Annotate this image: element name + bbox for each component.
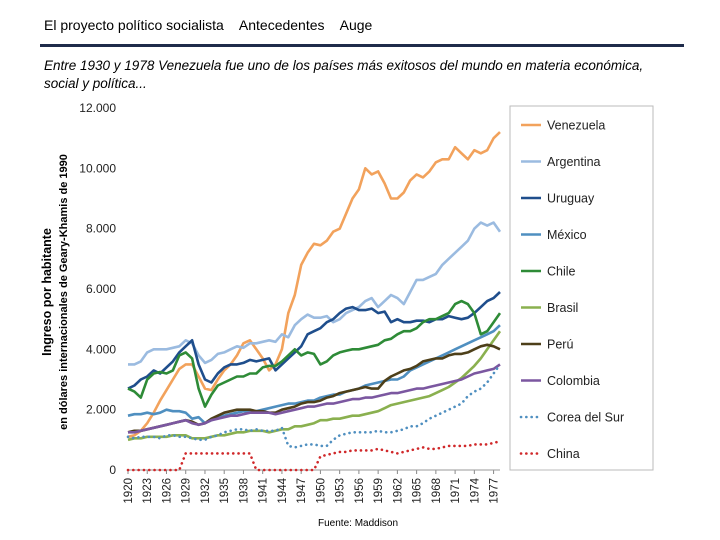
y-tick-label: 10.000 (79, 161, 116, 175)
x-tick-label: 1977 (489, 478, 501, 504)
legend-label: Corea del Sur (547, 411, 624, 425)
x-tick-label: 1923 (142, 478, 154, 504)
legend-label: México (547, 228, 587, 242)
x-tick-label: 1944 (277, 477, 289, 503)
x-tick-label: 1947 (296, 478, 308, 504)
legend-label: Brasil (547, 301, 578, 315)
source-note: Fuente: Maddison (318, 518, 399, 529)
y-tick-label: 4.000 (86, 342, 116, 356)
legend-label: China (547, 447, 580, 461)
series-line-colombia (128, 363, 501, 434)
legend-label: Perú (547, 338, 573, 352)
legend-label: Uruguay (547, 192, 595, 206)
legend: Venezuela Argentina Uruguay México Chile Bras… (509, 105, 654, 471)
x-tick-label: 1929 (181, 478, 193, 504)
intro-text: Entre 1930 y 1978 Venezuela fue uno de l… (44, 58, 644, 91)
x-tick-label: 1935 (219, 478, 231, 504)
x-tick-label: 1953 (335, 478, 347, 504)
nav-bar: El proyecto político socialista Antecede… (44, 17, 384, 33)
nav-item-proyecto[interactable]: El proyecto político socialista (44, 17, 224, 33)
legend-label: Argentina (547, 155, 601, 169)
x-tick-label: 1971 (450, 478, 462, 504)
y-tick-label: 8.000 (86, 222, 116, 236)
y-axis-label-line1: Ingreso por habitante (40, 228, 54, 356)
y-axis-label: Ingreso por habitante en dólares interna… (40, 154, 70, 430)
nav-item-auge[interactable]: Auge (339, 17, 373, 33)
nav-item-antecedentes[interactable]: Antecedentes (238, 17, 325, 33)
x-tick-label: 1941 (258, 478, 270, 504)
y-tick-label: 0 (109, 463, 116, 477)
x-tick-label: 1920 (123, 478, 135, 504)
header-rule (40, 44, 684, 47)
y-tick-label: 2.000 (86, 403, 116, 417)
x-tick-label: 1938 (238, 478, 250, 504)
x-tick-label: 1926 (161, 478, 173, 504)
y-axis-label-line2: en dólares internacionales de Geary-Kham… (58, 154, 70, 430)
series-line-venezuela (127, 131, 501, 439)
y-tick-label: 6.000 (86, 282, 116, 296)
x-tick-label: 1962 (392, 478, 404, 504)
legend-box (509, 105, 654, 471)
x-tick-label: 1932 (200, 478, 212, 504)
legend-label: Chile (547, 265, 576, 279)
series-line-méxico (127, 324, 501, 425)
x-tick-label: 1950 (315, 478, 327, 504)
x-tick-label: 1965 (412, 478, 424, 504)
series-line-corea-del-sur (126, 363, 502, 449)
x-tick-label: 1974 (469, 477, 481, 503)
series-line-chile (127, 299, 502, 408)
legend-label: Venezuela (547, 119, 605, 133)
legend-label: Colombia (547, 374, 600, 388)
series-line-china (126, 439, 502, 472)
x-tick-label: 1968 (431, 478, 443, 504)
x-tick-label: 1959 (373, 478, 385, 504)
x-tick-label: 1956 (354, 478, 366, 504)
y-tick-label: 12.000 (79, 101, 116, 115)
